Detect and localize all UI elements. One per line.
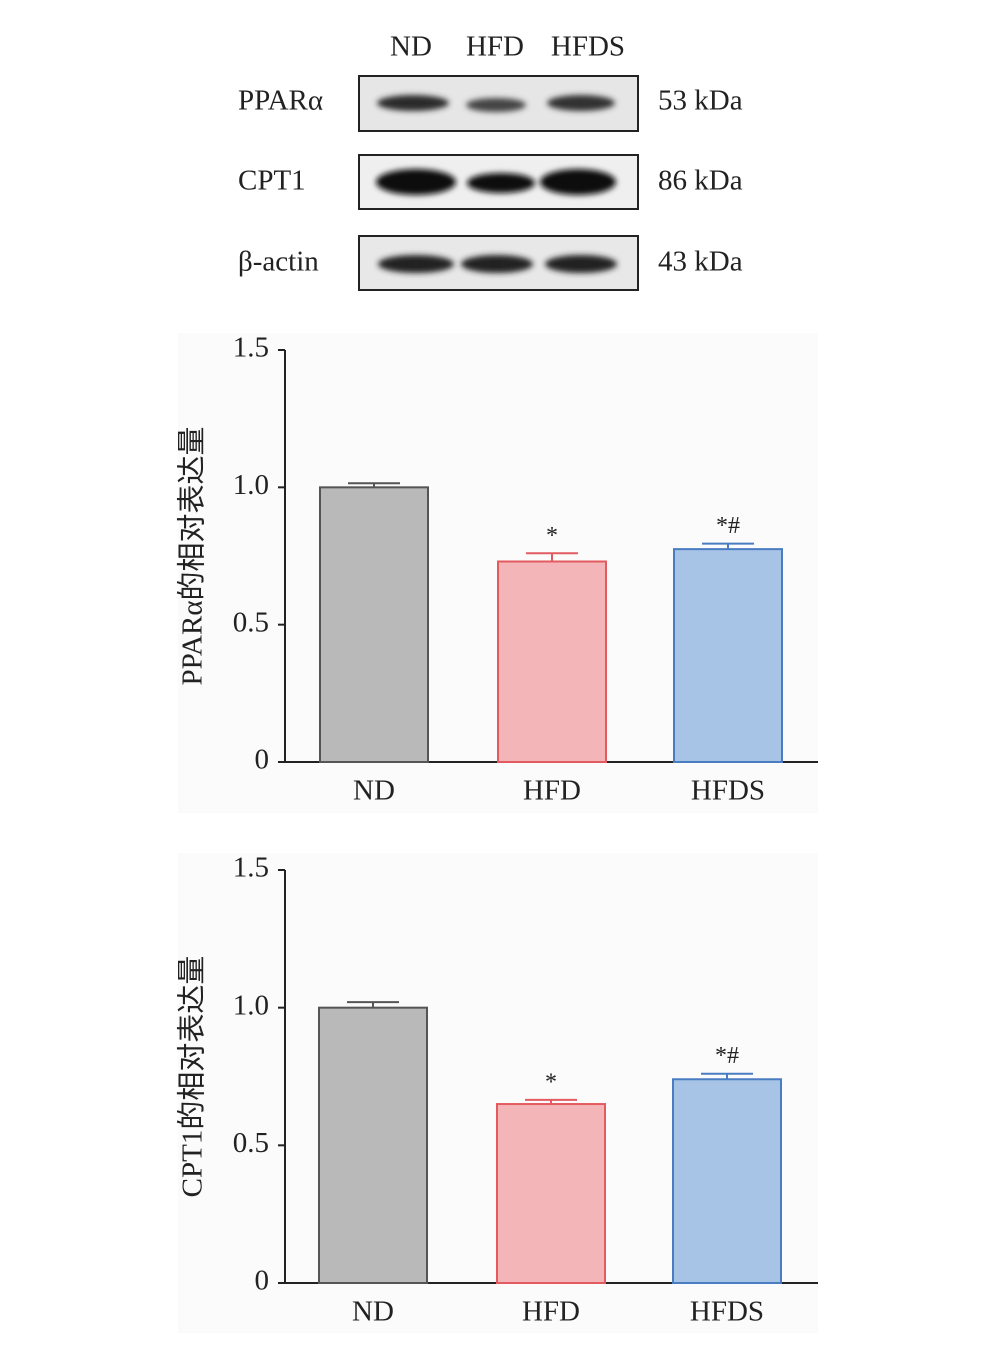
western-blot bbox=[358, 75, 639, 291]
band bbox=[376, 169, 456, 195]
y-tick-label: 1.0 bbox=[233, 989, 269, 1021]
lane-label: ND bbox=[390, 31, 432, 63]
significance-label: *# bbox=[716, 513, 740, 539]
row-label: β-actin bbox=[238, 246, 319, 278]
y-tick-label: 1.5 bbox=[233, 332, 269, 364]
error-bar bbox=[348, 482, 400, 488]
y-tick-label: 1.5 bbox=[233, 852, 269, 884]
bar bbox=[497, 560, 607, 764]
band bbox=[467, 173, 535, 193]
size-label: 53 kDa bbox=[658, 85, 743, 117]
bar bbox=[496, 1103, 606, 1284]
significance-label: *# bbox=[715, 1043, 739, 1069]
size-label: 86 kDa bbox=[658, 165, 743, 197]
error-bar bbox=[526, 552, 578, 562]
x-tick-label: HFDS bbox=[691, 775, 765, 807]
y-axis-label: PPARα的相对表达量 bbox=[176, 426, 209, 685]
band bbox=[466, 98, 526, 112]
y-axis-label: CPT1的相对表达量 bbox=[176, 956, 209, 1198]
x-tick-label: HFD bbox=[522, 1296, 580, 1328]
bar bbox=[318, 1006, 428, 1285]
y-tick-label: 0.5 bbox=[233, 1127, 269, 1159]
x-tick-label: ND bbox=[353, 775, 395, 807]
y-tick-label: 0 bbox=[255, 744, 270, 776]
error-bar bbox=[701, 1072, 753, 1080]
band bbox=[545, 255, 617, 273]
bar bbox=[319, 486, 429, 763]
y-tick-label: 0 bbox=[255, 1265, 270, 1297]
significance-label: * bbox=[545, 1069, 557, 1095]
lane-label: HFD bbox=[466, 31, 524, 63]
x-tick-label: HFD bbox=[523, 775, 581, 807]
band bbox=[461, 255, 533, 273]
band bbox=[378, 255, 454, 273]
error-bar bbox=[702, 542, 754, 550]
band bbox=[377, 95, 449, 111]
error-bar bbox=[347, 1001, 399, 1008]
x-tick-label: HFDS bbox=[690, 1296, 764, 1328]
band bbox=[540, 169, 616, 195]
band bbox=[547, 95, 615, 111]
row-label: PPARα bbox=[238, 85, 323, 117]
y-tick-label: 0.5 bbox=[233, 606, 269, 638]
bar bbox=[673, 548, 783, 764]
error-bar bbox=[525, 1098, 577, 1105]
row-label: CPT1 bbox=[238, 165, 306, 197]
x-tick-label: ND bbox=[352, 1296, 394, 1328]
lane-label: HFDS bbox=[551, 31, 625, 63]
size-label: 43 kDa bbox=[658, 246, 743, 278]
y-tick-label: 1.0 bbox=[233, 469, 269, 501]
bar bbox=[672, 1078, 782, 1284]
significance-label: * bbox=[546, 523, 558, 549]
